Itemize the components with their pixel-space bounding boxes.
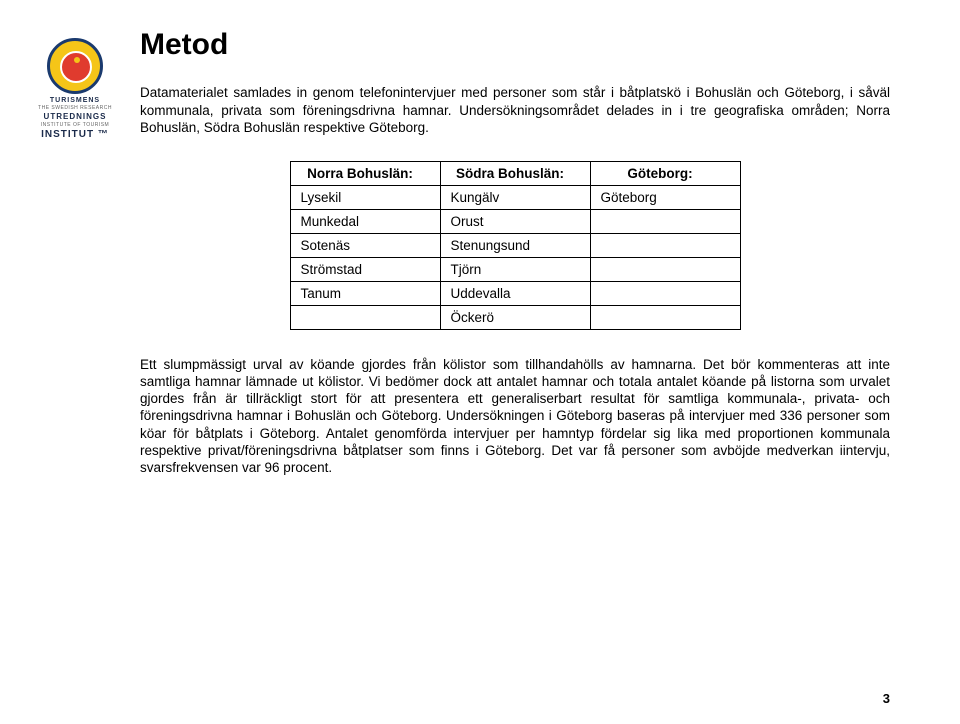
regions-table: Norra Bohuslän: Södra Bohuslän: Göteborg… — [290, 161, 741, 330]
logo-text: UTREDNINGS — [38, 112, 112, 121]
intro-paragraph: Datamaterialet samlades in genom telefon… — [140, 84, 890, 137]
table-cell — [590, 281, 740, 305]
table-row: Tanum Uddevalla — [290, 281, 740, 305]
table-header: Södra Bohuslän: — [440, 161, 590, 185]
logo-text: TURISMENS — [38, 97, 112, 104]
table-cell: Tanum — [290, 281, 440, 305]
page-title: Metod — [140, 28, 890, 62]
table-cell: Göteborg — [590, 185, 740, 209]
table-row: Öckerö — [290, 305, 740, 329]
table-header-row: Norra Bohuslän: Södra Bohuslän: Göteborg… — [290, 161, 740, 185]
table-cell: Sotenäs — [290, 233, 440, 257]
table-cell — [590, 233, 740, 257]
page-number: 3 — [883, 691, 890, 706]
table-cell: Orust — [440, 209, 590, 233]
body-paragraph: Ett slumpmässigt urval av köande gjordes… — [140, 356, 890, 477]
table-row: Munkedal Orust — [290, 209, 740, 233]
table-cell: Uddevalla — [440, 281, 590, 305]
table-header: Göteborg: — [590, 161, 740, 185]
table-cell — [590, 257, 740, 281]
table-cell: Tjörn — [440, 257, 590, 281]
table-cell: Kungälv — [440, 185, 590, 209]
table-row: Lysekil Kungälv Göteborg — [290, 185, 740, 209]
logo: TURISMENS THE SWEDISH RESEARCH UTREDNING… — [38, 38, 112, 140]
table-cell — [590, 209, 740, 233]
table-cell: Strömstad — [290, 257, 440, 281]
table-cell — [590, 305, 740, 329]
logo-text: INSTITUTE OF TOURISM — [38, 122, 112, 128]
logo-text: THE SWEDISH RESEARCH — [38, 105, 112, 111]
table-cell: Stenungsund — [440, 233, 590, 257]
table-cell: Öckerö — [440, 305, 590, 329]
table-row: Strömstad Tjörn — [290, 257, 740, 281]
table-cell: Lysekil — [290, 185, 440, 209]
regions-table-wrap: Norra Bohuslän: Södra Bohuslän: Göteborg… — [140, 161, 890, 330]
table-header: Norra Bohuslän: — [290, 161, 440, 185]
logo-emblem — [47, 38, 103, 94]
logo-text: INSTITUT ™ — [38, 129, 112, 140]
table-cell: Munkedal — [290, 209, 440, 233]
table-row: Sotenäs Stenungsund — [290, 233, 740, 257]
table-cell — [290, 305, 440, 329]
